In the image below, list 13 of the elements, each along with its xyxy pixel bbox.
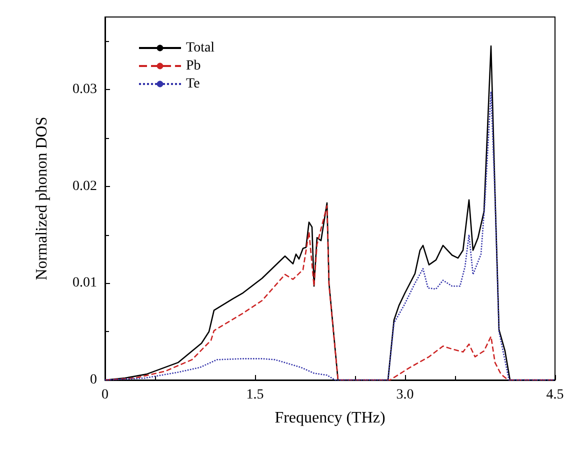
- x-axis-title: Frequency (THz): [274, 410, 386, 426]
- legend-label: Pb: [186, 58, 201, 74]
- y-axis-title: Normalized phonon DOS: [34, 116, 50, 280]
- legend-label: Total: [186, 40, 215, 56]
- x-tick-label: 1.5: [246, 388, 264, 402]
- legend-label: Te: [186, 76, 200, 92]
- x-tick-label: 0: [102, 388, 108, 402]
- y-tick-label: 0.01: [72, 276, 97, 291]
- x-tick-label: 3.0: [396, 388, 414, 402]
- y-tick-label: 0.02: [72, 178, 97, 194]
- y-tick-label: 0.03: [72, 82, 97, 98]
- x-tick-label: 4.5: [546, 388, 564, 402]
- y-tick-label: 0: [90, 372, 97, 388]
